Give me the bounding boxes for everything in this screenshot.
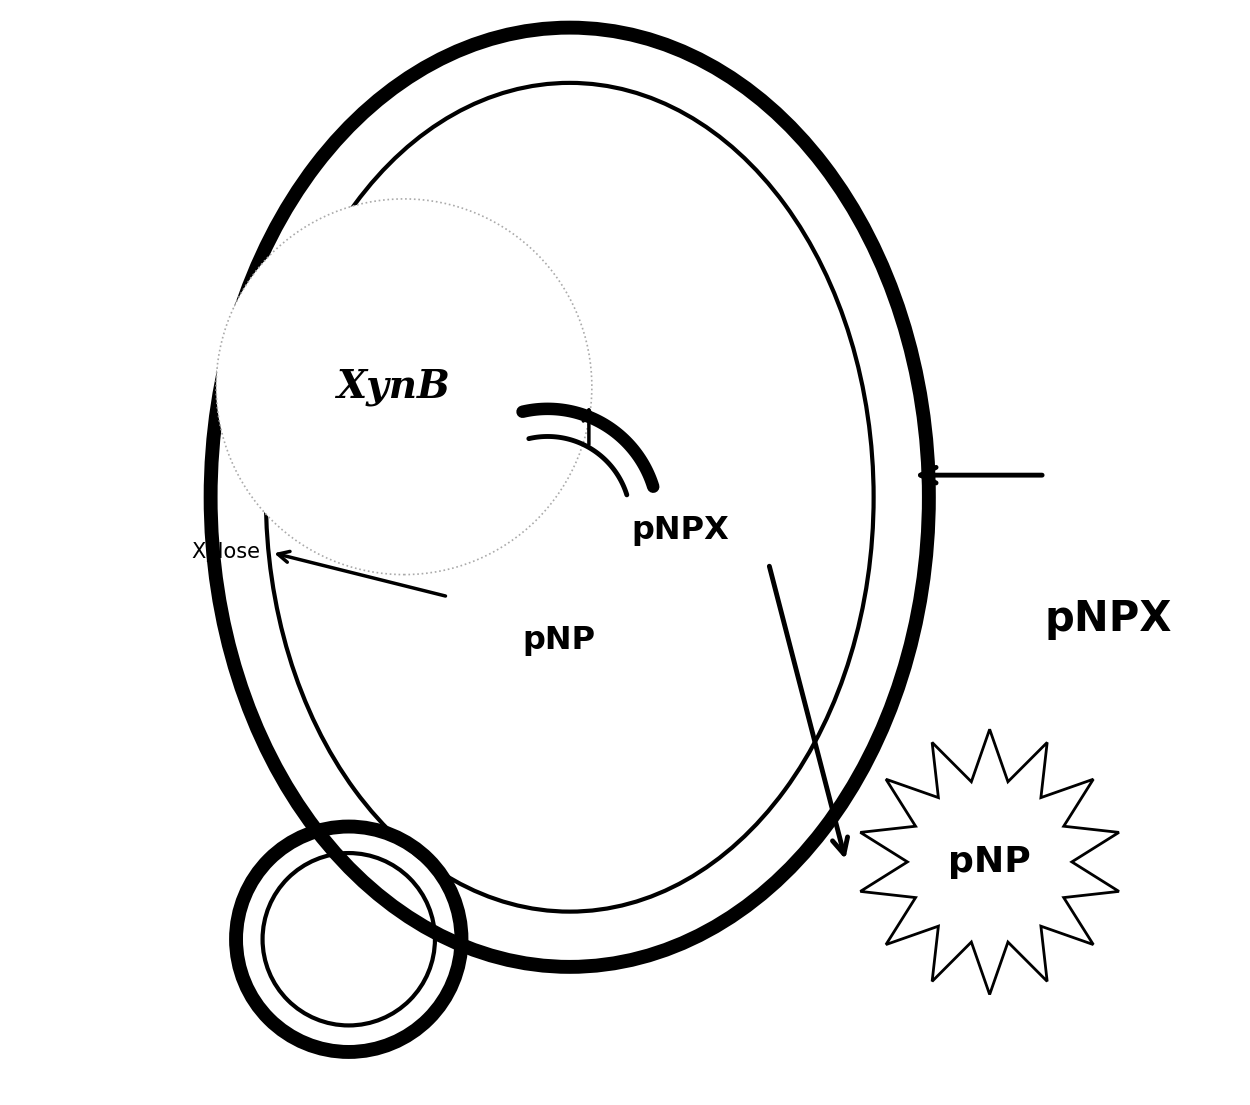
Circle shape <box>216 199 591 575</box>
Text: pNP: pNP <box>949 845 1031 878</box>
Text: XynB: XynB <box>336 368 450 406</box>
Text: Xylose: Xylose <box>191 543 260 562</box>
Text: pNP: pNP <box>522 625 595 656</box>
Circle shape <box>249 840 449 1039</box>
Text: pNPX: pNPX <box>1045 598 1172 640</box>
Ellipse shape <box>239 55 901 939</box>
Polygon shape <box>860 729 1119 994</box>
Text: pNPX: pNPX <box>631 515 729 546</box>
